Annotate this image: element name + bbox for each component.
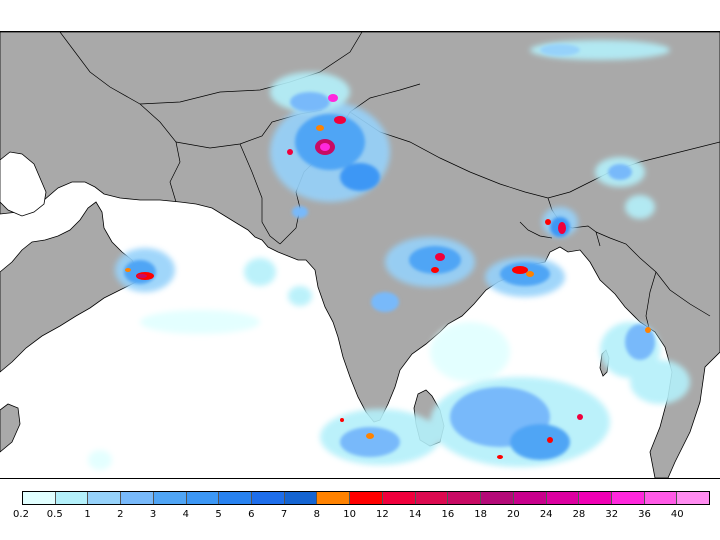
legend-swatch xyxy=(644,492,678,504)
legend-swatch xyxy=(415,492,449,504)
rain-medium xyxy=(124,44,655,460)
legend-swatch xyxy=(317,492,351,504)
legend-swatch xyxy=(579,492,612,504)
legend-tick-label: 24 xyxy=(539,509,553,520)
legend-swatch xyxy=(350,492,383,504)
legend-tick-label: 8 xyxy=(313,509,321,520)
legend-tick-label: 3 xyxy=(149,509,157,520)
legend-swatch xyxy=(677,492,710,504)
legend-tick-label: 32 xyxy=(605,509,619,520)
legend-tick-label: 36 xyxy=(638,509,651,520)
legend-tick-label: 0.2 xyxy=(13,509,29,520)
legend-swatch xyxy=(186,492,220,504)
legend-tick-label: 6 xyxy=(248,509,255,520)
legend-swatch xyxy=(121,492,154,504)
legend-tick-label: 10 xyxy=(343,509,356,520)
legend-swatch xyxy=(546,492,580,504)
legend-swatch xyxy=(448,492,482,504)
legend-labels: 0.2 0.5 1 2 3 4 5 6 7 8 10 12 14 16 18 20 24 28 32 36 40 xyxy=(0,509,720,523)
legend-tick-label: 5 xyxy=(215,509,222,520)
legend-tick-label: 16 xyxy=(441,509,455,520)
legend-swatch xyxy=(481,492,514,504)
precipitation-legend xyxy=(22,491,710,505)
legend-tick-label: 12 xyxy=(376,509,389,520)
legend-tick-label: 40 xyxy=(670,509,684,520)
legend-tick-label: 0.5 xyxy=(46,509,63,520)
legend-swatch xyxy=(284,492,318,504)
legend-tick-label: 28 xyxy=(572,509,586,520)
legend-swatch xyxy=(153,492,187,504)
legend-tick-label: 4 xyxy=(182,509,189,520)
legend-tick-label: 18 xyxy=(474,509,488,520)
legend-tick-label: 20 xyxy=(507,509,520,520)
legend-swatch xyxy=(23,492,56,504)
legend-swatch xyxy=(252,492,285,504)
precipitation-map xyxy=(0,31,720,479)
legend-swatch xyxy=(88,492,122,504)
legend-tick-label: 2 xyxy=(117,509,124,520)
legend-swatch xyxy=(611,492,645,504)
legend-tick-label: 1 xyxy=(84,509,91,520)
legend-swatch xyxy=(513,492,547,504)
legend-tick-label: 14 xyxy=(408,509,422,520)
legend-swatch xyxy=(55,492,89,504)
legend-swatch xyxy=(382,492,416,504)
legend-swatch xyxy=(219,492,253,504)
rain-heavy xyxy=(125,94,651,459)
legend-tick-label: 7 xyxy=(280,509,288,520)
